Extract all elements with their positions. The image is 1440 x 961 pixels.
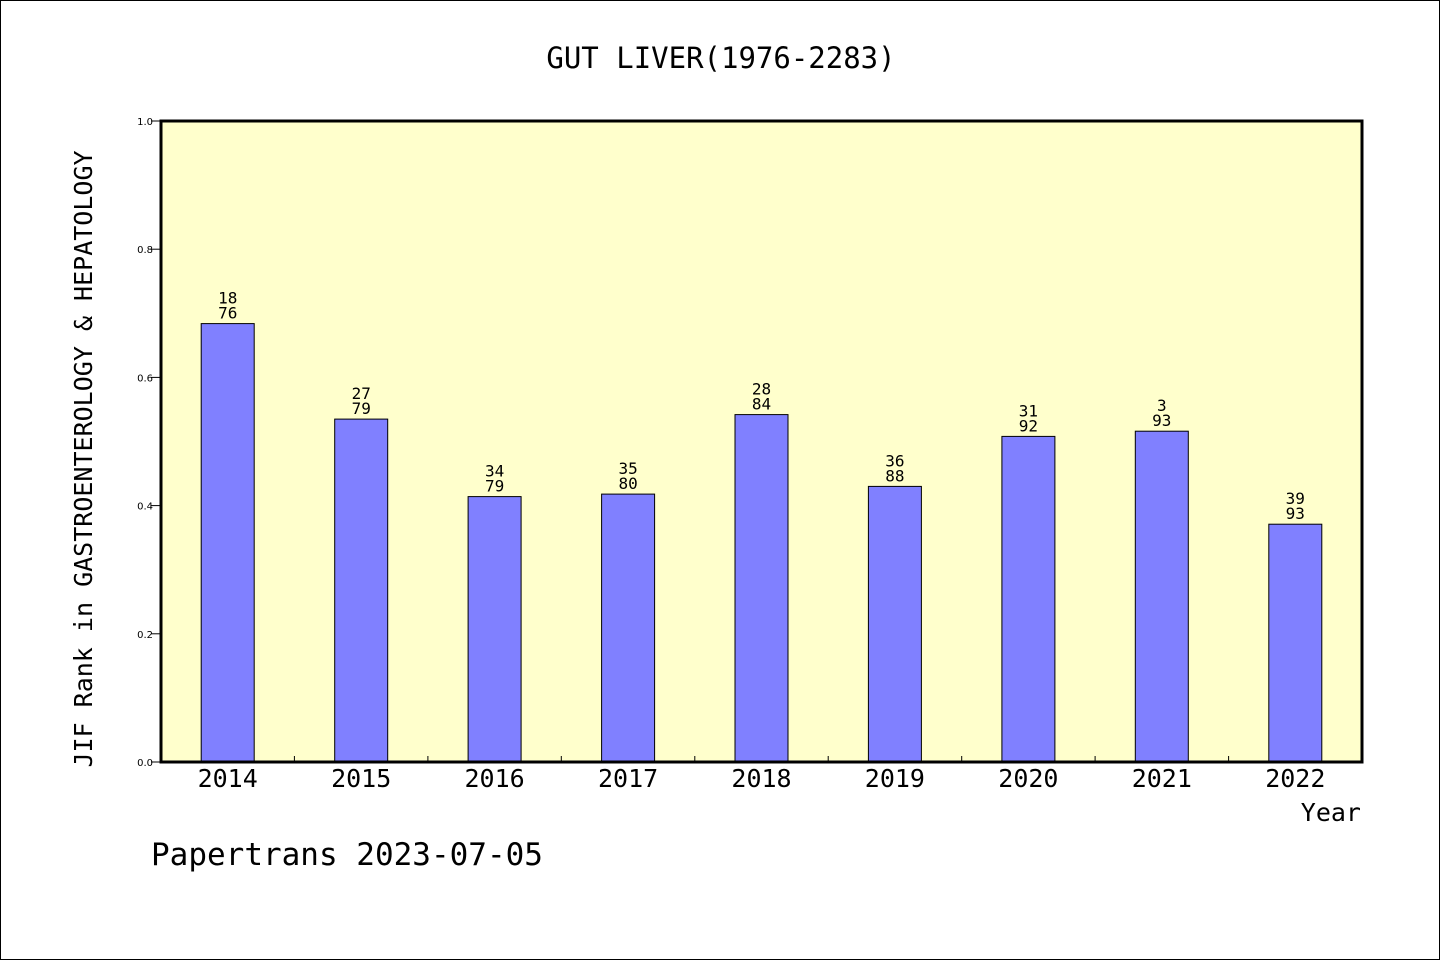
y-axis-label: JIF Rank in GASTROENTEROLOGY & HEPATOLOG… bbox=[69, 150, 98, 767]
total-label-2021: 93 bbox=[1152, 411, 1171, 430]
bar-2016 bbox=[467, 496, 522, 763]
bar-2018 bbox=[734, 414, 789, 763]
x-tick-label-2018: 2018 bbox=[731, 764, 791, 793]
x-tick-label-2021: 2021 bbox=[1132, 764, 1192, 793]
bar-2019 bbox=[867, 485, 922, 763]
bar-2022 bbox=[1268, 523, 1323, 763]
chart-title: GUT LIVER(1976-2283) bbox=[546, 41, 895, 75]
y-tick-label-0.6: 0.6 bbox=[137, 373, 153, 384]
plot-border bbox=[159, 119, 1364, 764]
rank-label-2020: 31 bbox=[1019, 401, 1038, 420]
rank-label-2018: 28 bbox=[752, 380, 771, 399]
rank-label-2016: 34 bbox=[485, 462, 504, 481]
rank-label-2017: 35 bbox=[618, 459, 637, 478]
rank-label-2015: 27 bbox=[352, 384, 371, 403]
total-label-2019: 88 bbox=[885, 466, 904, 485]
x-tick-label-2014: 2014 bbox=[198, 764, 258, 793]
x-tick-label-2020: 2020 bbox=[998, 764, 1058, 793]
bar-2015 bbox=[334, 418, 389, 763]
y-tick-label-0.0: 0.0 bbox=[137, 758, 153, 769]
bar-2020 bbox=[1001, 435, 1056, 763]
bar-2021 bbox=[1134, 430, 1189, 763]
rank-label-2022: 39 bbox=[1286, 489, 1305, 508]
x-tick-label-2022: 2022 bbox=[1265, 764, 1325, 793]
total-label-2022: 93 bbox=[1286, 504, 1305, 523]
x-tick-label-2017: 2017 bbox=[598, 764, 658, 793]
bars-group bbox=[200, 323, 1323, 763]
rank-label-2021: 3 bbox=[1157, 396, 1167, 415]
rank-label-2014: 18 bbox=[218, 289, 237, 308]
y-tick-label-0.8: 0.8 bbox=[137, 245, 153, 256]
y-tick-label-0.2: 0.2 bbox=[137, 630, 153, 641]
bar-2017 bbox=[601, 493, 656, 763]
total-label-2014: 76 bbox=[218, 304, 237, 323]
total-label-2016: 79 bbox=[485, 477, 504, 496]
watermark-text: Papertrans 2023-07-05 bbox=[151, 837, 543, 873]
bar-2014 bbox=[200, 323, 255, 763]
x-axis-label: Year bbox=[1301, 798, 1361, 827]
y-axis: 0.0 0.2 0.4 0.6 0.8 1.0 bbox=[137, 117, 161, 769]
total-label-2018: 84 bbox=[752, 395, 771, 414]
total-label-2020: 92 bbox=[1019, 416, 1038, 435]
rank-label-2019: 36 bbox=[885, 451, 904, 470]
y-tick-label-0.4: 0.4 bbox=[137, 502, 153, 513]
x-tick-label-2016: 2016 bbox=[464, 764, 524, 793]
x-tick-label-2019: 2019 bbox=[865, 764, 925, 793]
x-axis: 2014 2015 2016 2017 2018 2019 2020 2021 2022 bbox=[198, 756, 1325, 793]
total-label-2015: 79 bbox=[352, 399, 371, 418]
y-tick-label-1.0: 1.0 bbox=[137, 117, 153, 128]
total-label-2017: 80 bbox=[618, 474, 637, 493]
x-tick-label-2015: 2015 bbox=[331, 764, 391, 793]
